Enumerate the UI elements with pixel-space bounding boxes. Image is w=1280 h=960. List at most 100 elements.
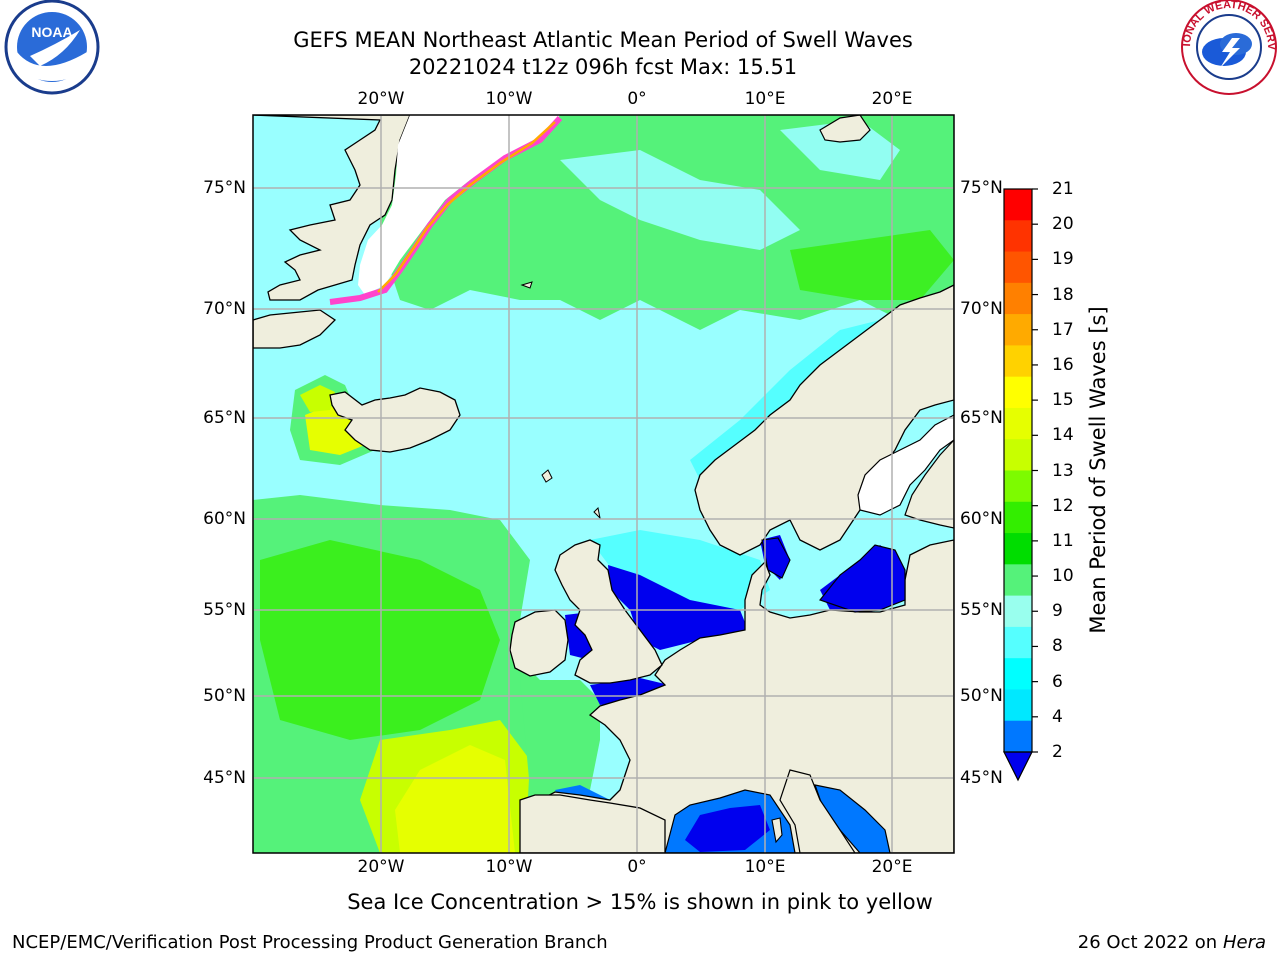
- colorbar-tick-label: 16: [1052, 354, 1074, 375]
- lat-label-left: 60°N: [203, 509, 246, 529]
- shallow-northsea: [608, 565, 748, 650]
- lat-label-left: 75°N: [203, 178, 246, 198]
- swell-zone-north-cyan-patch2: [780, 120, 900, 180]
- colorbar-extend-triangle: [1003, 751, 1033, 782]
- swell-zone-biscay-green: [520, 680, 600, 800]
- footer-date-text: 26 Oct 2022 on: [1077, 932, 1218, 953]
- lon-label-top: 20°E: [871, 89, 913, 109]
- lat-label-right: 60°N: [960, 509, 1003, 529]
- colorbar-tick-label: 11: [1052, 530, 1074, 551]
- swell-zone-west-yellow: [395, 745, 515, 853]
- footer-organization: NCEP/EMC/Verification Post Processing Pr…: [12, 932, 608, 953]
- gridlines: [253, 115, 954, 853]
- lat-label-left: 50°N: [203, 686, 246, 706]
- lon-label-bottom: 10°E: [744, 857, 786, 877]
- colorbar-segment: [1004, 689, 1032, 722]
- colorbar-segment: [1004, 658, 1032, 690]
- lat-label-right: 70°N: [960, 299, 1003, 319]
- colorbar: [1003, 188, 1038, 782]
- colorbar-tick-label: 21: [1052, 179, 1074, 199]
- lon-label-top: 0°: [627, 89, 647, 109]
- colorbar-segment: [1004, 720, 1032, 753]
- colorbar-segment: [1004, 251, 1032, 284]
- land-iberia: [519, 794, 666, 853]
- lon-label-top: 10°E: [744, 89, 786, 109]
- lon-label-bottom: 0°: [627, 857, 647, 877]
- colorbar-segment: [1004, 376, 1032, 409]
- land-corsica: [771, 817, 783, 844]
- land-finland: [904, 439, 954, 529]
- noaa-logo: NOAA: [4, 0, 100, 95]
- colorbar-segment: [1004, 626, 1032, 659]
- swell-zone-iceland-yg: [300, 385, 335, 412]
- colorbar-tick-label: 13: [1052, 460, 1074, 481]
- map-frame: [252, 114, 955, 854]
- lat-label-right: 45°N: [960, 768, 1003, 788]
- land-jan-mayen: [520, 281, 533, 289]
- colorbar-segment: [1004, 595, 1032, 628]
- lat-label-right: 75°N: [960, 178, 1003, 198]
- swell-zone-north-cyan-patch: [560, 150, 800, 250]
- land-italy: [779, 769, 856, 853]
- colorbar-tick-label: 14: [1052, 425, 1074, 446]
- lon-label-bottom: 20°W: [357, 857, 405, 877]
- sea-med-dark: [685, 805, 770, 852]
- shallow-channel: [590, 678, 665, 705]
- bothnia-white: [857, 414, 954, 516]
- colorbar-tick-label: 15: [1052, 390, 1074, 411]
- colorbar-segment: [1004, 439, 1032, 471]
- noaa-logo-text: NOAA: [31, 24, 72, 40]
- lat-label-right: 55°N: [960, 600, 1003, 620]
- colorbar-tick-label: 4: [1052, 706, 1063, 727]
- lat-label-left: 70°N: [203, 299, 246, 319]
- colorbar-segment: [1004, 407, 1032, 440]
- lon-label-bottom: 10°W: [485, 857, 533, 877]
- colorbar-segment: [1004, 282, 1032, 315]
- colorbar-segment: [1004, 314, 1032, 346]
- sea-baltic: [818, 544, 906, 613]
- colorbar-tick-label: 6: [1052, 671, 1063, 692]
- land-svalbard: [819, 115, 871, 143]
- colorbar-segment: [1004, 345, 1032, 378]
- colorbar-segment: [1004, 501, 1032, 534]
- colorbar-segment: [1004, 564, 1032, 597]
- colorbar-segment: [1004, 470, 1032, 503]
- land-iceland: [329, 387, 461, 453]
- land-faroe: [541, 469, 553, 483]
- colorbar-title: Mean Period of Swell Waves [s]: [1086, 306, 1110, 634]
- colorbar-tick-label: 18: [1052, 284, 1074, 305]
- colorbar-tick-label: 17: [1052, 319, 1074, 340]
- sea-ice-note: Sea Ice Concentration > 15% is shown in …: [347, 890, 933, 914]
- colorbar-tick-label: 8: [1052, 636, 1063, 657]
- colorbar-tick-label: 20: [1052, 214, 1074, 235]
- lat-label-right: 50°N: [960, 686, 1003, 706]
- colorbar-segment: [1004, 220, 1032, 253]
- colorbar-tick-label: 2: [1052, 742, 1063, 762]
- ice-greenland-edge-orange: [377, 121, 556, 293]
- lat-label-left: 55°N: [203, 600, 246, 620]
- ice-greenland-white: [358, 115, 560, 295]
- lon-label-bottom: 20°E: [871, 857, 913, 877]
- colorbar-segment: [1004, 533, 1032, 565]
- swell-zone-ne-green: [790, 230, 954, 300]
- land-greenland: [253, 115, 411, 349]
- swell-zone-northsea-cyan: [590, 530, 770, 610]
- lat-label-right: 65°N: [960, 408, 1003, 428]
- map-title: GEFS MEAN Northeast Atlantic Mean Period…: [293, 28, 913, 52]
- land-shetland: [593, 506, 601, 520]
- colorbar-tick-label: 9: [1052, 601, 1063, 622]
- map-subtitle: 20221024 t12z 096h fcst Max: 15.51: [408, 55, 798, 79]
- swell-zone-west-brightgreen: [260, 540, 500, 740]
- sea-kattegat: [761, 537, 791, 579]
- lat-label-left: 45°N: [203, 768, 246, 788]
- colorbar-tick-label: 10: [1052, 566, 1074, 587]
- colorbar-tick-label: 12: [1052, 495, 1074, 516]
- footer-host: Hera: [1222, 932, 1266, 953]
- colorbar-segment: [1004, 189, 1032, 221]
- colorbar-tick-label: 19: [1052, 249, 1074, 270]
- footer-date: 26 Oct 2022 on Hera: [1078, 932, 1266, 953]
- map-panel: [253, 115, 954, 853]
- lat-label-left: 65°N: [203, 408, 246, 428]
- lon-label-top: 20°W: [357, 89, 405, 109]
